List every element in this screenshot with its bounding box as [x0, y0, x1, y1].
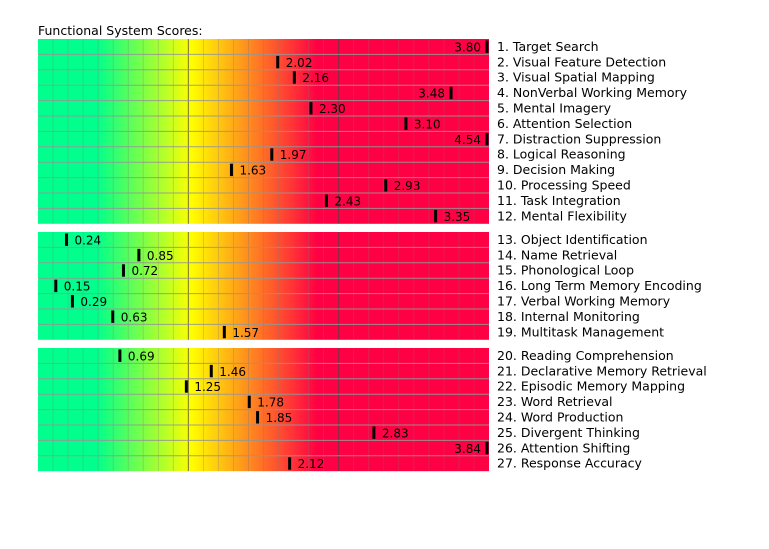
- row-label: 1. Target Search: [497, 39, 599, 54]
- value-label: 2.43: [334, 194, 361, 208]
- row-label: 7. Distraction Suppression: [497, 131, 661, 146]
- row-label: 12. Mental Flexibility: [497, 208, 628, 223]
- row-label: 21. Declarative Memory Retrieval: [497, 363, 707, 378]
- row-label: 15. Phonological Loop: [497, 263, 634, 278]
- value-label: 1.78: [257, 396, 284, 410]
- row-label: 4. NonVerbal Working Memory: [497, 85, 688, 100]
- value-label: 4.54: [454, 133, 481, 147]
- value-label: 3.80: [454, 40, 481, 54]
- score-marker: [324, 194, 328, 207]
- score-marker: [121, 264, 125, 277]
- score-marker: [434, 209, 438, 223]
- row-label: 24. Word Production: [497, 410, 623, 425]
- value-label: 2.30: [319, 102, 346, 116]
- value-label: 1.25: [194, 380, 221, 394]
- score-marker: [309, 102, 313, 115]
- score-marker: [118, 349, 122, 362]
- value-label: 0.29: [80, 295, 107, 309]
- value-label: 3.84: [454, 442, 481, 456]
- score-marker: [485, 441, 489, 455]
- value-label: 0.85: [147, 249, 174, 263]
- value-label: 2.02: [286, 56, 313, 70]
- row-label: 2. Visual Feature Detection: [497, 54, 666, 69]
- score-marker: [111, 310, 115, 323]
- chart-title: Functional System Scores:: [38, 23, 203, 38]
- row-label: 5. Mental Imagery: [497, 101, 612, 116]
- value-label: 0.69: [128, 349, 155, 363]
- value-label: 0.24: [74, 233, 101, 247]
- row-label: 27. Response Accuracy: [497, 456, 643, 471]
- score-marker: [404, 117, 408, 130]
- row-label: 6. Attention Selection: [497, 116, 632, 131]
- score-marker: [54, 279, 58, 293]
- row-label: 14. Name Retrieval: [497, 247, 617, 262]
- score-marker: [64, 233, 68, 246]
- score-marker: [247, 395, 251, 409]
- row-label: 9. Decision Making: [497, 162, 615, 177]
- row-label: 22. Episodic Memory Mapping: [497, 379, 685, 394]
- value-label: 1.85: [266, 411, 293, 425]
- row-label: 19. Multitask Management: [497, 324, 664, 339]
- value-label: 0.72: [131, 264, 158, 278]
- value-label: 0.63: [121, 310, 148, 324]
- score-marker: [229, 163, 233, 177]
- score-marker: [256, 411, 260, 424]
- row-label: 8. Logical Reasoning: [497, 147, 626, 162]
- value-label: 2.12: [298, 457, 325, 471]
- score-marker: [70, 295, 74, 308]
- score-marker: [485, 40, 489, 53]
- value-label: 3.10: [414, 117, 441, 131]
- panel-2: 0.24 13. Object Identification 0.85 14. Nam…: [38, 232, 702, 340]
- value-label: 3.48: [418, 87, 445, 101]
- row-label: 3. Visual Spatial Mapping: [497, 70, 655, 85]
- row-label: 23. Word Retrieval: [497, 394, 613, 409]
- row-label: 11. Task Integration: [497, 193, 621, 208]
- chart-panels: 3.80 1. Target Search 2.02 2. Visual Featur…: [38, 39, 707, 472]
- value-label: 1.57: [232, 326, 259, 340]
- value-label: 2.16: [302, 71, 329, 85]
- score-marker: [276, 55, 280, 69]
- panel-1: 3.80 1. Target Search 2.02 2. Visual Featur…: [38, 39, 688, 224]
- score-marker: [209, 364, 213, 378]
- score-marker: [222, 325, 226, 339]
- score-marker: [137, 248, 141, 262]
- row-label: 10. Processing Speed: [497, 178, 631, 193]
- score-marker: [384, 179, 388, 192]
- value-label: 3.35: [444, 210, 471, 224]
- value-label: 1.97: [280, 148, 307, 162]
- score-marker: [292, 71, 296, 84]
- row-label: 13. Object Identification: [497, 232, 648, 247]
- row-label: 26. Attention Shifting: [497, 440, 630, 455]
- value-label: 1.46: [219, 365, 246, 379]
- score-marker: [270, 148, 274, 161]
- value-label: 2.83: [382, 426, 409, 440]
- score-marker: [485, 132, 489, 146]
- value-label: 0.15: [64, 280, 91, 294]
- panel-3: 0.69 20. Reading Comprehension 1.46 21. Dec…: [38, 348, 707, 472]
- row-label: 18. Internal Monitoring: [497, 309, 640, 324]
- row-label: 25. Divergent Thinking: [497, 425, 640, 440]
- row-label: 17. Verbal Working Memory: [497, 294, 671, 309]
- row-label: 16. Long Term Memory Encoding: [497, 278, 702, 293]
- score-marker: [288, 457, 292, 470]
- row-label: 20. Reading Comprehension: [497, 348, 674, 363]
- value-label: 1.63: [239, 164, 266, 178]
- score-marker: [184, 380, 188, 393]
- score-marker: [372, 426, 376, 439]
- score-marker: [449, 86, 453, 100]
- value-label: 2.93: [394, 179, 421, 193]
